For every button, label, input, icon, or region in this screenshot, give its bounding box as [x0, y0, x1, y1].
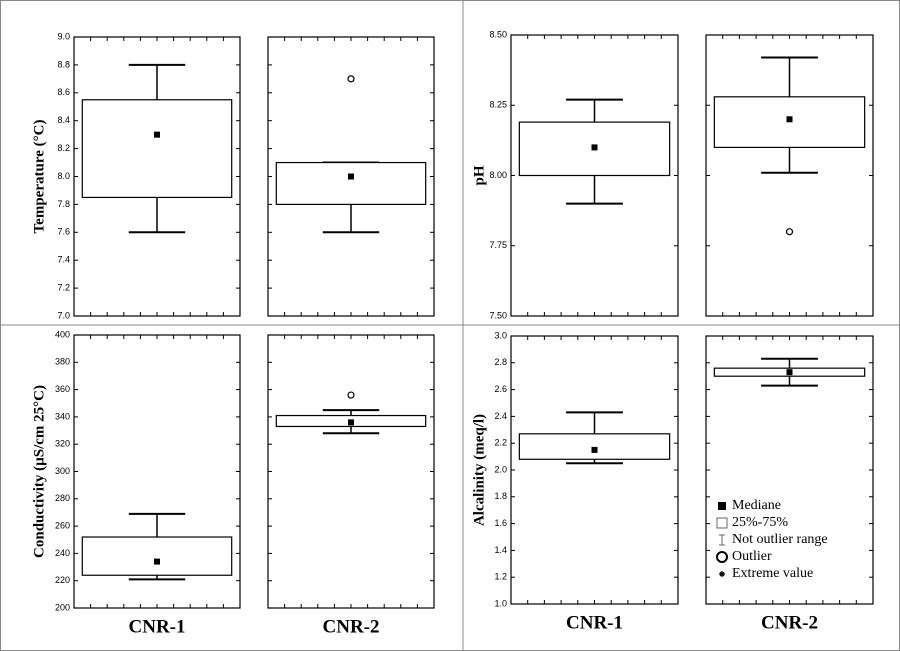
box [518, 433, 671, 460]
x-tick-label: CNR-2 [323, 616, 380, 637]
y-tick-label: 1.8 [494, 491, 507, 501]
y-tick-label: 8.2 [57, 143, 70, 153]
legend-label: Outlier [732, 549, 772, 564]
y-tick-label: 8.50 [489, 29, 507, 39]
median [348, 173, 354, 180]
x-tick-label: CNR-1 [129, 616, 186, 637]
y-tick-label: 280 [55, 493, 70, 503]
y-tick-label: 400 [55, 329, 70, 339]
legend-label: Extreme value [732, 566, 813, 581]
y-axis-label: Temperature (°C) [31, 120, 47, 234]
median [591, 144, 598, 151]
y-tick-label: 8.25 [489, 100, 507, 110]
outlier [785, 228, 794, 236]
outlier [347, 391, 355, 399]
y-axis-label: pH [471, 165, 487, 185]
y-tick-label: 7.2 [57, 282, 70, 292]
y-tick-label: 2.4 [494, 411, 507, 421]
y-tick-label: 7.0 [57, 310, 70, 320]
outlier [347, 75, 355, 83]
y-tick-label: 2.6 [494, 384, 507, 394]
box [81, 99, 233, 199]
legend-label: 25%-75% [732, 515, 788, 530]
y-tick-label: 8.0 [57, 171, 70, 181]
y-tick-label: 1.6 [494, 518, 507, 528]
y-tick-label: 1.0 [494, 598, 507, 608]
y-tick-label: 1.2 [494, 572, 507, 582]
box [81, 536, 233, 576]
y-tick-label: 3.0 [494, 330, 507, 340]
median [154, 558, 160, 565]
y-tick-label: 7.6 [57, 227, 70, 237]
y-tick-label: 200 [55, 602, 70, 612]
legend-symbol [719, 571, 725, 577]
y-tick-label: 9.0 [57, 31, 70, 41]
legend-symbol [716, 551, 728, 563]
y-tick-label: 7.75 [489, 240, 507, 250]
legend-symbol [718, 502, 726, 510]
y-tick-label: 7.4 [57, 255, 70, 265]
y-tick-label: 2.0 [494, 464, 507, 474]
legend-label: Mediane [732, 498, 781, 513]
y-tick-label: 7.50 [489, 310, 507, 320]
y-tick-label: 7.8 [57, 199, 70, 209]
y-tick-label: 260 [55, 520, 70, 530]
y-tick-label: 8.6 [57, 87, 70, 97]
y-tick-label: 240 [55, 548, 70, 558]
x-tick-label: CNR-1 [566, 612, 623, 633]
y-tick-label: 8.00 [489, 170, 507, 180]
median [154, 131, 160, 138]
box [275, 161, 427, 206]
y-tick-label: 300 [55, 466, 70, 476]
legend-label: Not outlier range [732, 532, 828, 547]
median [591, 446, 598, 453]
y-tick-label: 2.8 [494, 357, 507, 367]
y-axis-label: Alcalinity (meq/l) [471, 414, 487, 526]
y-tick-label: 320 [55, 439, 70, 449]
y-tick-label: 8.8 [57, 59, 70, 69]
median [348, 419, 354, 426]
y-tick-label: 1.4 [494, 545, 507, 555]
median [786, 116, 793, 123]
y-axis-label: Conductivity (µS/cm 25°C) [31, 385, 47, 558]
y-tick-label: 360 [55, 384, 70, 394]
median [786, 369, 793, 376]
x-tick-label: CNR-2 [761, 612, 818, 633]
y-tick-label: 380 [55, 357, 70, 367]
y-tick-label: 2.2 [494, 438, 507, 448]
y-tick-label: 220 [55, 575, 70, 585]
y-tick-label: 8.4 [57, 115, 70, 125]
y-tick-label: 340 [55, 411, 70, 421]
legend-symbol [716, 517, 728, 529]
